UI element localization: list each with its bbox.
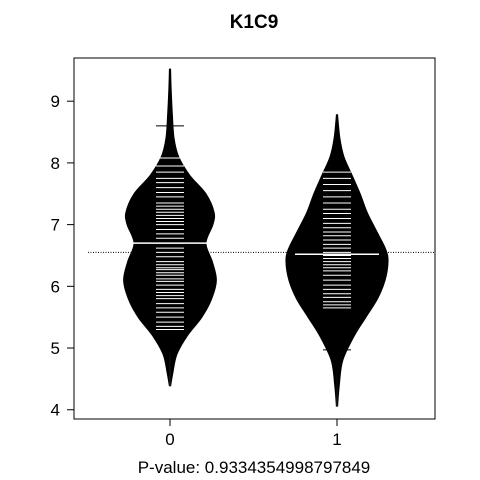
x-tick-label: 1 xyxy=(332,430,341,449)
x-axis-label: P-value: 0.9334354998797849 xyxy=(138,458,371,477)
y-tick-label: 4 xyxy=(51,401,60,420)
y-tick-label: 5 xyxy=(51,339,60,358)
plot-frame xyxy=(73,57,436,420)
y-tick-label: 8 xyxy=(51,154,60,173)
chart-title: K1C9 xyxy=(230,12,279,33)
y-tick-label: 7 xyxy=(51,216,60,235)
x-tick-label: 0 xyxy=(165,430,174,449)
bean-shape-0 xyxy=(123,68,217,387)
y-tick-label: 9 xyxy=(51,92,60,111)
axes: 0 1 4 5 6 7 8 9 xyxy=(51,92,342,449)
y-tick-label: 6 xyxy=(51,277,60,296)
plot-area xyxy=(88,68,435,407)
bean-shape-1 xyxy=(285,114,389,407)
